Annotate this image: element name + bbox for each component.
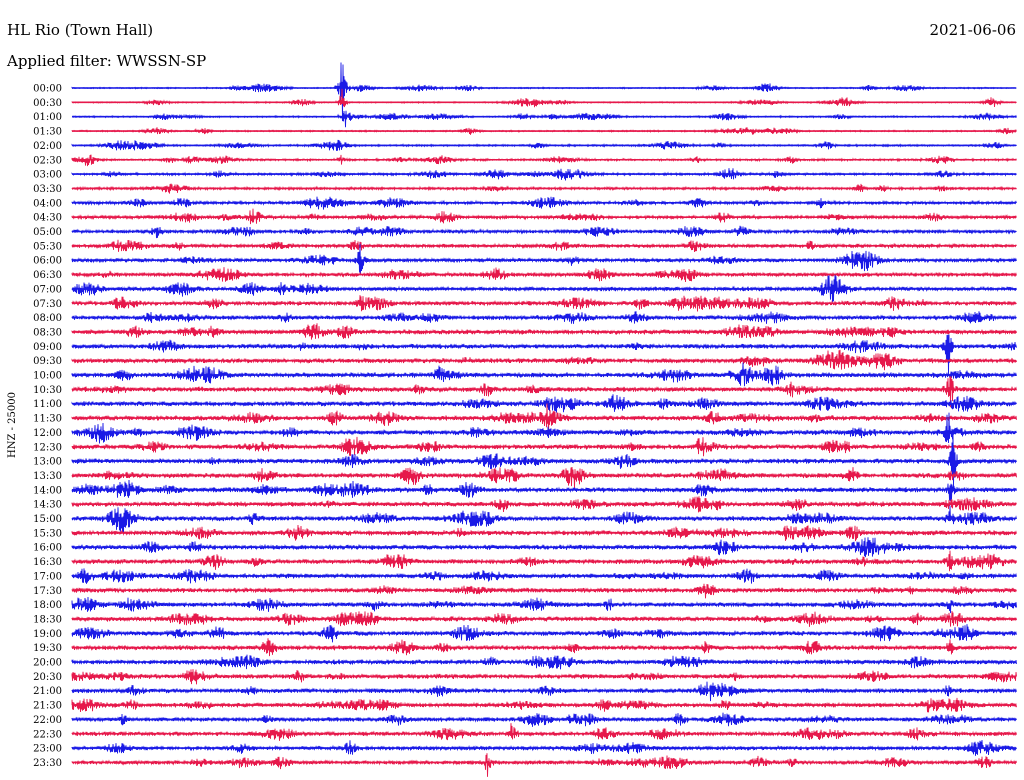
row-time-label: 01:30	[33, 127, 62, 138]
row-time-label: 05:30	[33, 241, 62, 252]
row-time-label: 07:00	[33, 284, 62, 295]
trace-row	[71, 669, 1017, 685]
row-time-label: 22:00	[33, 715, 62, 726]
row-time-label: 07:30	[33, 299, 62, 310]
row-time-label: 15:00	[33, 514, 62, 525]
date-label: 2021-06-06	[930, 21, 1016, 39]
row-time-label: 11:00	[33, 399, 62, 410]
row-time-label: 08:30	[33, 327, 62, 338]
row-time-label: 10:30	[33, 385, 62, 396]
row-time-label: 03:00	[33, 170, 62, 181]
trace-row	[71, 110, 1017, 128]
row-time-label: 17:30	[33, 586, 62, 597]
trace-row	[71, 568, 1017, 584]
row-time-label: 05:00	[33, 227, 62, 238]
row-time-label: 10:00	[33, 371, 62, 382]
row-time-label: 15:30	[33, 528, 62, 539]
row-time-label: 09:30	[33, 356, 62, 367]
trace-row	[71, 429, 1017, 488]
row-time-label: 16:00	[33, 543, 62, 554]
trace-row	[71, 62, 1017, 122]
row-time-label: 19:00	[33, 629, 62, 640]
trace-row	[71, 376, 1017, 408]
row-time-label: 16:30	[33, 557, 62, 568]
row-time-label: 21:30	[33, 701, 62, 712]
row-time-label: 02:30	[33, 155, 62, 166]
trace-row	[71, 505, 1017, 533]
trace-row	[71, 697, 1017, 713]
row-time-label: 04:00	[33, 198, 62, 209]
row-time-label: 12:30	[33, 442, 62, 453]
row-time-label: 19:30	[33, 643, 62, 654]
row-time-label: 00:00	[33, 84, 62, 95]
row-time-label: 22:30	[33, 729, 62, 740]
row-time-label: 18:30	[33, 614, 62, 625]
trace-row	[71, 753, 1017, 777]
trace-row	[71, 412, 1017, 444]
trace-group	[71, 62, 1017, 777]
row-time-label: 14:00	[33, 485, 62, 496]
row-time-label: 21:00	[33, 686, 62, 697]
row-time-label: 06:00	[33, 256, 62, 267]
row-time-label: 23:00	[33, 744, 62, 755]
row-time-label: 13:00	[33, 457, 62, 468]
row-time-label: 20:30	[33, 672, 62, 683]
row-time-label: 00:30	[33, 98, 62, 109]
row-time-label: 06:30	[33, 270, 62, 281]
trace-row	[71, 723, 1017, 741]
trace-row	[71, 243, 1017, 274]
row-time-label: 18:00	[33, 600, 62, 611]
trace-row	[71, 681, 1017, 702]
row-time-label: 04:30	[33, 213, 62, 224]
row-time-label: 13:30	[33, 471, 62, 482]
row-time-label: 08:00	[33, 313, 62, 324]
row-time-label: 12:00	[33, 428, 62, 439]
row-time-label: 11:30	[33, 414, 62, 425]
trace-row	[71, 596, 1017, 614]
trace-row	[71, 436, 1017, 457]
filter-label: Applied filter: WWSSN-SP	[6, 52, 206, 70]
trace-row	[71, 334, 1017, 376]
row-time-label: 03:30	[33, 184, 62, 195]
row-time-label: 20:00	[33, 658, 62, 669]
trace-row	[71, 323, 1017, 340]
row-time-label: 02:00	[33, 141, 62, 152]
row-time-label: 23:30	[33, 758, 62, 769]
row-time-label: 14:30	[33, 500, 62, 511]
trace-row	[71, 88, 1017, 108]
trace-row	[71, 466, 1017, 489]
time-tick-group: 00:00 00:30 01:00 01:30 02:00 02:30 03:00 03:30…	[33, 84, 62, 769]
row-time-label: 17:00	[33, 571, 62, 582]
trace-row	[71, 583, 1017, 599]
row-time-label: 01:00	[33, 112, 62, 123]
channel-axis-label: HNZ - 25000	[7, 392, 18, 458]
row-time-label: 09:00	[33, 342, 62, 353]
station-title: HL Rio (Town Hall)	[7, 21, 153, 39]
